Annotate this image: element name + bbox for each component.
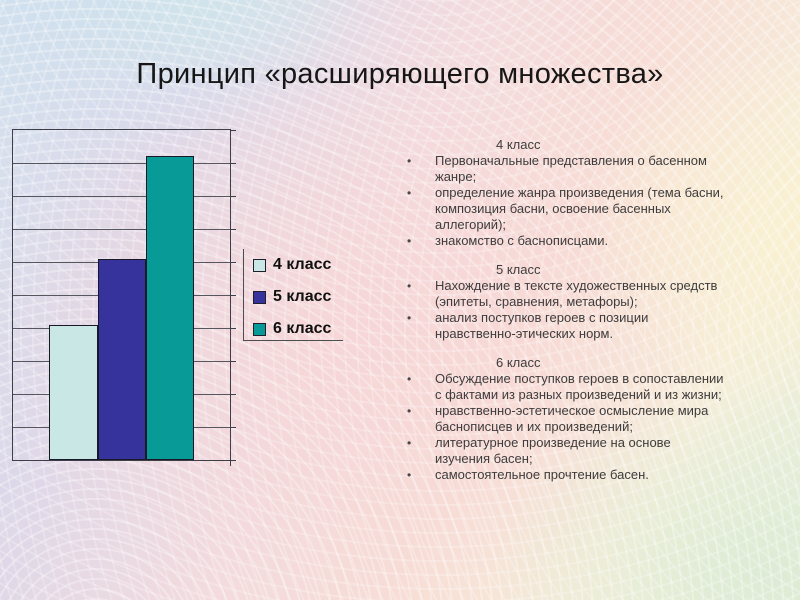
- legend-item: 4 класс: [253, 256, 343, 273]
- bar-6-класс: [146, 156, 194, 460]
- axis-tick: [231, 295, 236, 296]
- legend-label: 5 класс: [273, 288, 332, 305]
- bar-4-класс: [49, 324, 98, 460]
- axis-tick: [231, 262, 236, 263]
- gridline: [13, 196, 230, 197]
- bullet-list: Обсуждение поступков героев в сопоставле…: [400, 371, 728, 483]
- legend-swatch-icon: [253, 258, 266, 272]
- axis-tick: [231, 196, 236, 197]
- section-heading: 4 класс: [496, 137, 541, 152]
- legend-swatch-icon: [253, 322, 266, 336]
- axis-tick: [231, 328, 236, 329]
- axis-tick: [231, 394, 236, 395]
- bullet-item: Нахождение в тексте художественных средс…: [400, 278, 728, 310]
- gridline: [13, 229, 230, 230]
- section-heading: 6 класс: [496, 355, 541, 370]
- grade-section: 4 классПервоначальные представления о ба…: [400, 137, 756, 249]
- axis-tick: [231, 427, 236, 428]
- legend-item: 6 класс: [253, 320, 343, 337]
- axis-tick: [231, 229, 236, 230]
- axis-tick: [231, 130, 236, 131]
- bullet-list: Нахождение в тексте художественных средс…: [400, 278, 728, 342]
- legend-swatch-icon: [253, 290, 266, 304]
- bullet-item: Обсуждение поступков героев в сопоставле…: [400, 371, 728, 403]
- bullet-item: Первоначальные представления о басенном …: [400, 153, 728, 185]
- bullet-list: Первоначальные представления о басенном …: [400, 153, 728, 249]
- chart-legend: 4 класс 5 класс 6 класс: [243, 249, 343, 341]
- slide-body-text: 4 классПервоначальные представления о ба…: [400, 137, 756, 483]
- bullet-item: определение жанра произведения (тема бас…: [400, 185, 728, 233]
- axis-tick: [231, 163, 236, 164]
- bullet-item: самостоятельное прочтение басен.: [400, 467, 728, 483]
- legend-label: 4 класс: [273, 256, 332, 273]
- bullet-item: анализ поступков героев с позиции нравст…: [400, 310, 728, 342]
- value-axis-line: [230, 460, 231, 466]
- slide-title: Принцип «расширяющего множества»: [136, 58, 664, 90]
- legend-item: 5 класс: [253, 288, 343, 305]
- bullet-item: знакомство с баснописцами.: [400, 233, 728, 249]
- gridline: [13, 163, 230, 164]
- bullet-item: нравственно-эстетическое осмысление мира…: [400, 403, 728, 435]
- section-heading: 5 класс: [496, 262, 541, 277]
- bullet-item: литературное произведение на основе изуч…: [400, 435, 728, 467]
- grade-section: 6 классОбсуждение поступков героев в соп…: [400, 355, 756, 483]
- bar-chart: [12, 129, 240, 467]
- bar-5-класс: [98, 258, 146, 460]
- axis-tick: [231, 460, 236, 461]
- chart-plot-area: [12, 129, 236, 466]
- legend-label: 6 класс: [273, 320, 332, 337]
- axis-tick: [231, 361, 236, 362]
- grade-section: 5 классНахождение в тексте художественны…: [400, 262, 756, 342]
